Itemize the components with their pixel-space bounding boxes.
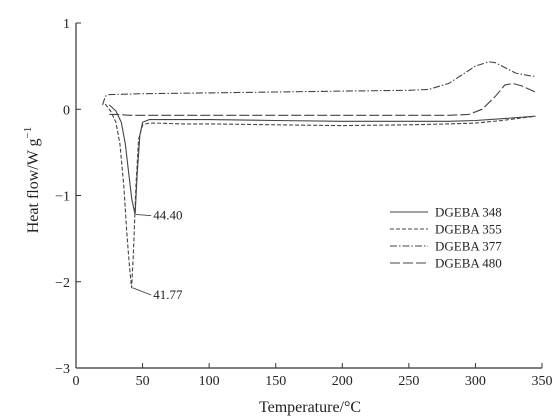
y-tick-label: 0	[63, 103, 70, 118]
x-tick-label: 200	[332, 374, 353, 389]
x-tick-label: 250	[398, 374, 419, 389]
series-line-4	[109, 82, 536, 116]
y-tick-label: −2	[55, 276, 70, 291]
series-line-1	[108, 104, 536, 216]
y-axis-title: Heat flow/W g−1	[22, 127, 42, 234]
annotation-label: 44.40	[153, 208, 182, 223]
annotation-leader	[132, 287, 152, 296]
axes	[75, 23, 542, 369]
y-tick-label: −3	[55, 362, 70, 377]
x-tick-label: 0	[73, 374, 80, 389]
x-tick-label: 50	[136, 374, 150, 389]
legend-label: DGEBA 480	[435, 256, 502, 271]
x-tick-label: 300	[465, 374, 486, 389]
annotation-leader	[136, 214, 152, 217]
series-lines	[102, 61, 536, 289]
y-axis-title-main: Heat flow/W g	[25, 138, 42, 233]
series-line-3	[102, 61, 536, 106]
y-tick-label: −1	[55, 190, 70, 205]
x-tick-label: 100	[199, 374, 220, 389]
y-axis-title-sup: −1	[22, 127, 34, 139]
y-tick-label: 1	[63, 17, 70, 32]
x-axis-title: Temperature/°C	[259, 399, 361, 416]
legend-label: DGEBA 348	[435, 205, 502, 220]
legend: DGEBA 348 DGEBA 355 DGEBA 377 DGEBA 480	[390, 205, 502, 271]
annotation-label: 41.77	[153, 287, 183, 302]
x-tick-label: 150	[265, 374, 286, 389]
ticks: 0 50 100 150 200 250 300 350 −3 −2 −1 0 1	[55, 17, 552, 389]
x-tick-label: 350	[532, 374, 553, 389]
series-line-2	[104, 103, 536, 289]
legend-label: DGEBA 377	[435, 239, 502, 254]
annotations: 44.40 41.77	[132, 208, 183, 302]
legend-label: DGEBA 355	[435, 222, 502, 237]
